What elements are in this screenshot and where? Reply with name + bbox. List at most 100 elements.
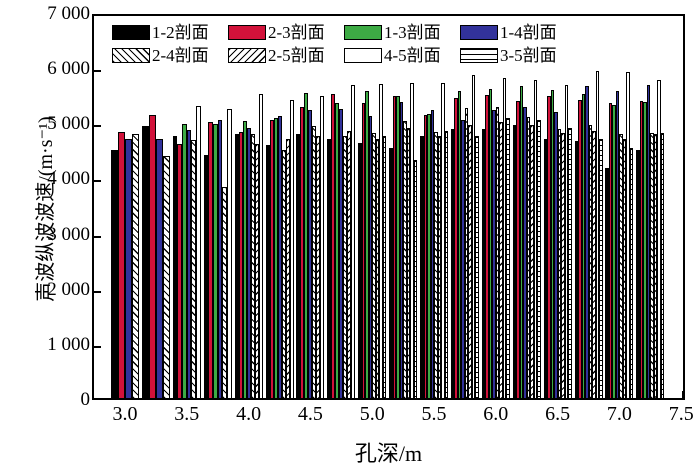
bar-1-2剖面-3.75 [203, 155, 209, 398]
bar-4-5剖面-6.5 [564, 84, 569, 398]
bar-4-5剖面-6.75 [595, 71, 599, 398]
bar-2-3剖面-6 [485, 95, 489, 398]
bar-2-5剖面-7 [622, 138, 627, 398]
bar-2-4剖面-5.5 [434, 132, 438, 398]
bar-1-3剖面-3.75 [213, 123, 218, 398]
bar-2-4剖面-3.75 [222, 187, 228, 398]
y-tick-label: 3 000 [47, 223, 90, 245]
bar-1-3剖面-5.5 [427, 114, 431, 398]
bar-2-4剖面-6.75 [588, 124, 592, 398]
bar-1-2剖面-4.25 [265, 144, 270, 398]
bar-1-3剖面-6.5 [550, 89, 555, 398]
bar-2-3剖面-4 [238, 132, 243, 398]
bar-1-4剖面-6.25 [523, 106, 527, 398]
legend-swatch-navy [460, 25, 498, 40]
y-axis-tick [94, 125, 101, 128]
x-axis-tick [682, 391, 685, 398]
x-axis-title: 孔深/m [354, 441, 423, 466]
bar-2-5剖面-5.25 [406, 127, 411, 398]
bar-2-4剖面-3.5 [191, 140, 197, 398]
bar-2-4剖面-4.5 [312, 125, 317, 398]
y-tick-label: 7 000 [47, 3, 90, 24]
y-tick-label: 4 000 [47, 168, 90, 190]
bar-1-2剖面-4 [234, 134, 239, 398]
bar-2-3剖面-7.25 [639, 100, 644, 398]
y-tick-label: 2 000 [47, 278, 90, 300]
legend-swatch-hcross [344, 48, 382, 63]
bar-1-2剖面-5.25 [389, 148, 393, 398]
bar-2-3剖面-6.75 [578, 99, 582, 398]
x-tick-label: 3.0 [112, 403, 138, 425]
bar-2-5剖面-6.75 [592, 130, 596, 398]
bar-1-3剖面-5.75 [457, 91, 462, 398]
bar-4-5剖面-6.25 [533, 80, 538, 398]
bar-2-4剖面-7.25 [650, 132, 654, 398]
y-axis-tick [94, 180, 101, 183]
x-tick-label: 7.5 [668, 403, 694, 425]
bar-1-4剖面-4.5 [308, 110, 313, 398]
bar-2-5剖面-6.25 [530, 125, 534, 398]
bar-3-5剖面-6.5 [568, 127, 572, 398]
legend-item: 1-2剖面 [112, 24, 228, 41]
bar-4-5剖面-5.25 [410, 82, 414, 398]
bar-3-5剖面-5.75 [475, 136, 479, 398]
bar-3-5剖面-6.75 [599, 138, 603, 398]
x-tick-label: 4.5 [297, 403, 323, 425]
bar-2-5剖面-5.75 [468, 125, 472, 398]
legend-swatch-red [228, 25, 266, 40]
legend-label: 1-4剖面 [500, 23, 557, 42]
bar-2-3剖面-5 [361, 103, 366, 398]
legend-swatch-black [112, 25, 150, 40]
legend-item: 4-5剖面 [344, 47, 460, 64]
legend-swatch-green [344, 25, 382, 40]
bar-2-4剖面-5.75 [464, 107, 469, 398]
bar-1-3剖面-6.75 [581, 93, 585, 398]
legend-row: 1-2剖面 2-3剖面 1-3剖面 1-4剖面 [112, 21, 576, 44]
legend-row: 2-4剖面 2-5剖面 4-5剖面 3-5剖面 [112, 44, 576, 67]
bar-1-2剖面-3.5 [172, 135, 178, 398]
bar-2-5剖面-4.75 [347, 130, 352, 398]
bar-1-4剖面-4.25 [277, 115, 282, 398]
bar-4-5剖面-3.75 [227, 108, 232, 398]
bar-1-4剖面-5.25 [399, 102, 404, 398]
bar-2-5剖面-6.5 [561, 133, 565, 398]
bar-4-5剖面-4.5 [320, 96, 325, 398]
bar-3-5剖面-7.25 [660, 133, 665, 398]
bar-1-2剖面-4.75 [327, 138, 332, 398]
bar-2-5剖面-6 [499, 122, 503, 398]
bar-1-4剖面-6.5 [554, 112, 558, 398]
bar-2-3剖面-4.75 [331, 93, 336, 398]
bar-1-2剖面-3.25 [141, 125, 149, 398]
bar-4-5剖面-4 [258, 94, 263, 398]
bar-1-4剖面-4.75 [339, 109, 344, 398]
legend-label: 2-3剖面 [268, 23, 325, 42]
bar-1-3剖面-3.5 [182, 123, 187, 398]
legend-label: 4-5剖面 [384, 46, 441, 65]
x-tick-label: 4.0 [236, 403, 262, 425]
bar-1-4剖面-3.25 [155, 138, 163, 398]
bar-4-5剖面-5.75 [471, 75, 476, 398]
bar-3-5剖面-6 [506, 117, 510, 398]
bar-2-3剖面-4.25 [269, 119, 274, 398]
bar-1-4剖面-3.75 [217, 119, 223, 398]
legend-label: 2-5剖面 [268, 46, 325, 65]
y-axis-tick [94, 345, 101, 348]
bar-2-3剖面-6.25 [516, 101, 520, 398]
bar-1-3剖面-6.25 [519, 86, 524, 398]
bar-2-5剖面-4.5 [316, 136, 321, 398]
x-tick-label: 3.5 [174, 403, 200, 425]
bar-2-3剖面-4.5 [300, 106, 305, 398]
bar-4-5剖面-7 [626, 72, 630, 398]
bar-2-3剖面-5.75 [454, 98, 458, 398]
bar-1-2剖面-5.75 [450, 128, 455, 398]
bar-1-3剖面-4 [242, 121, 247, 398]
bar-4-5剖面-7.25 [657, 79, 661, 398]
bar-2-3剖面-5.5 [423, 114, 427, 398]
bar-1-3剖面-4.75 [335, 103, 340, 398]
bar-1-3剖面-5 [365, 91, 369, 398]
bar-3-5剖面-5.25 [413, 159, 418, 398]
bar-1-2剖面-6.25 [512, 124, 517, 398]
x-tick-label: 6.0 [483, 403, 509, 425]
legend-swatch-hback [112, 48, 150, 63]
